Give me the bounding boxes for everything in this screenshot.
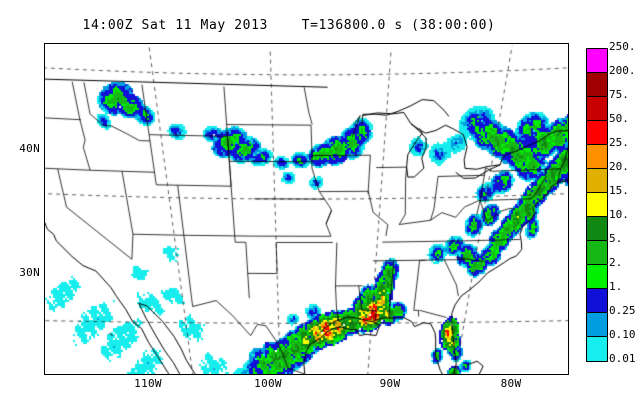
y-axis-tick-30n: 30N: [19, 266, 40, 279]
colorbar-band-5: [587, 169, 607, 193]
colorbar-band-1: [587, 73, 607, 97]
colorbar-band-7: [587, 217, 607, 241]
colorbar-band-10: [587, 289, 607, 313]
colorbar-band-12: [587, 337, 607, 361]
colorbar-label-10: 1.: [609, 280, 623, 293]
colorbar-label-3: 50.: [609, 112, 629, 125]
x-axis-tick-80w: 80W: [500, 377, 522, 390]
colorbar-band-6: [587, 193, 607, 217]
colorbar-label-2: 75.: [609, 88, 629, 101]
colorbar-label-8: 5.: [609, 232, 623, 245]
x-axis-tick-100w: 100W: [254, 377, 282, 390]
colorbar-label-5: 20.: [609, 160, 629, 173]
colorbar-label-11: 0.25: [609, 304, 636, 317]
x-axis-tick-90w: 90W: [379, 377, 401, 390]
colorbar-band-2: [587, 97, 607, 121]
colorbar-label-1: 200.: [609, 64, 636, 77]
colorbar-band-4: [587, 145, 607, 169]
colorbar: [586, 48, 608, 362]
colorbar-label-13: 0.01: [609, 352, 636, 365]
colorbar-label-9: 2.: [609, 256, 623, 269]
precipitation-map-canvas: [45, 44, 568, 374]
colorbar-label-4: 25.: [609, 136, 629, 149]
colorbar-band-3: [587, 121, 607, 145]
colorbar-label-12: 0.10: [609, 328, 636, 341]
colorbar-band-9: [587, 265, 607, 289]
colorbar-labels: 250. 200. 75. 50. 25. 20. 15. 10. 5. 2. 1. 0.25 0.10…: [609, 40, 640, 370]
colorbar-label-0: 250.: [609, 40, 636, 53]
colorbar-label-7: 10.: [609, 208, 629, 221]
y-axis-tick-40n: 40N: [19, 142, 40, 155]
colorbar-label-6: 15.: [609, 184, 629, 197]
colorbar-band-11: [587, 313, 607, 337]
map-plot-area[interactable]: [44, 43, 569, 375]
colorbar-band-8: [587, 241, 607, 265]
figure-title: 14:00Z Sat 11 May 2013 T=136800.0 s (38:…: [82, 18, 496, 33]
colorbar-band-0: [587, 49, 607, 73]
x-axis-tick-110w: 110W: [134, 377, 162, 390]
